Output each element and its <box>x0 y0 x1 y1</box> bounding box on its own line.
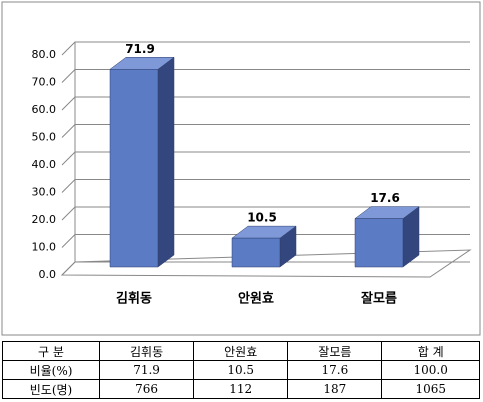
data-label: 17.6 <box>370 191 400 205</box>
grid-line <box>61 206 470 221</box>
bar-front <box>354 218 404 268</box>
grid-line <box>61 179 470 193</box>
bar <box>109 56 175 268</box>
grid-line <box>61 124 470 138</box>
table-cell: 766 <box>98 379 195 399</box>
y-tick-label: 20.0 <box>32 213 57 226</box>
table-cell: 112 <box>193 379 289 399</box>
table-cell: 합 계 <box>381 341 480 361</box>
y-tick-label: 10.0 <box>32 241 57 254</box>
chart-frame <box>1 1 481 336</box>
table-cell: 187 <box>287 379 383 399</box>
table-cell: 1065 <box>381 379 480 399</box>
table-row: 비율(%) 71.9 10.5 17.6 100.0 <box>2 360 480 380</box>
grid-line <box>61 69 470 83</box>
table-cell: 100.0 <box>381 360 480 380</box>
grid-line <box>61 234 470 248</box>
x-tick-label: 잘모름 <box>361 292 397 307</box>
table-cell: 71.9 <box>98 360 195 380</box>
grid-line <box>61 151 470 166</box>
table-row: 빈도(명) 766 112 187 1065 <box>2 379 480 399</box>
y-tick-label: 50.0 <box>32 131 57 144</box>
y-tick-label: 0.0 <box>39 268 57 281</box>
table-cell: 안원효 <box>193 341 289 361</box>
grid-line <box>61 261 470 276</box>
data-label: 10.5 <box>247 211 277 225</box>
y-tick-label: 80.0 <box>32 48 57 61</box>
x-tick-label: 김휘동 <box>116 291 152 307</box>
table-cell: 구 분 <box>2 341 100 361</box>
chart: 0.0 10.0 20.0 30.0 40.0 50.0 60.0 70.0 80.0 김휘동 71… <box>1 1 481 336</box>
table-row: 구 분 김휘동 안원효 잘모름 합 계 <box>2 341 480 361</box>
bar-front <box>231 237 281 268</box>
table-cell: 17.6 <box>287 360 383 380</box>
table-cell: 김휘동 <box>98 341 195 361</box>
bar-front <box>109 69 159 268</box>
y-tick-label: 40.0 <box>32 158 57 171</box>
table-cell: 잘모름 <box>287 341 383 361</box>
y-tick-label: 60.0 <box>32 103 57 116</box>
bar <box>231 225 297 268</box>
y-tick-label: 70.0 <box>32 76 57 89</box>
x-tick-label: 안원효 <box>238 291 274 307</box>
table-cell: 10.5 <box>193 360 289 380</box>
data-label: 71.9 <box>125 42 155 56</box>
table-cell: 비율(%) <box>2 360 100 380</box>
table-cell: 빈도(명) <box>2 379 100 399</box>
data-table: 구 분 김휘동 안원효 잘모름 합 계 비율(%) 71.9 10.5 17.6 100.0 빈도(… <box>2 341 480 399</box>
bar-side <box>157 56 175 268</box>
bar <box>354 206 420 268</box>
y-tick-label: 30.0 <box>32 186 57 199</box>
grid-line <box>61 41 470 56</box>
grid-line <box>61 96 470 111</box>
